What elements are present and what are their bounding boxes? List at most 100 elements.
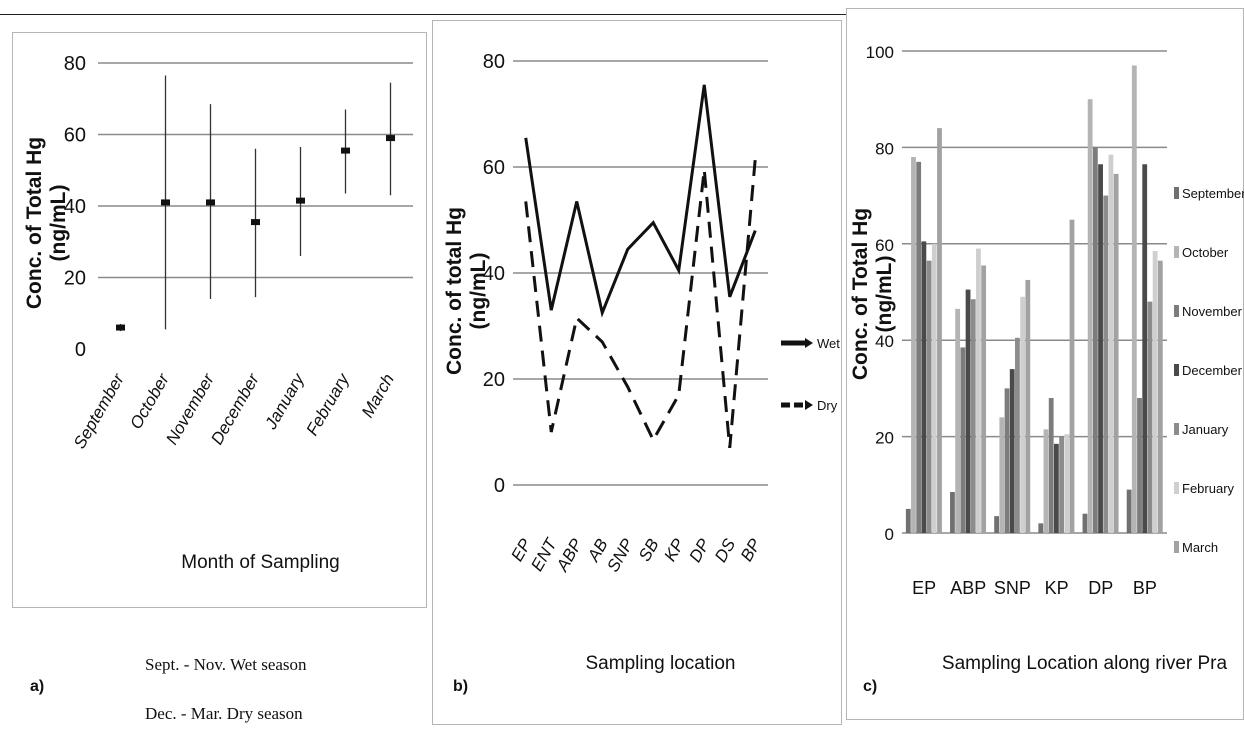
bar-january [970,299,976,533]
bar-march [1025,279,1031,533]
y-tick-label: 0 [494,475,505,497]
bar-december [965,289,971,533]
y-tick-label: 100 [866,43,894,62]
series-line-dry [524,158,757,449]
y-tick-label: 80 [875,139,894,158]
legend-arrow [805,338,813,348]
panel-c: 0 20 40 60 80 100 EP ABP SNP KP DP BP September Octob… [846,8,1244,720]
x-category-label: September [70,369,129,452]
x-category-label: SNP [994,578,1031,598]
bar-november [1048,398,1054,533]
x-axis-title: Sampling Location along river Pra [942,653,1228,674]
season-dry-note: Dec. - Mar. Dry season [145,704,303,723]
x-axis-title: Month of Sampling [181,552,339,573]
chart-a-svg: 020406080SeptemberOctoberNovemberDecembe… [23,53,413,573]
x-category-label: DP [1088,578,1113,598]
data-point [206,199,215,206]
x-category-label: February [302,369,353,439]
y-axis-title-line1: Conc. of total Hg [443,207,466,375]
legend-swatch [1174,246,1179,258]
y-axis-title: Conc. of Total Hg (ng/mL) [849,208,896,380]
data-point [251,219,260,226]
y-tick-label: 40 [483,263,505,285]
x-axis-title: Sampling location [586,653,736,674]
x-category-label: ABP [950,578,986,598]
bar-october [955,308,961,533]
season-wet-note: Sept. - Nov. Wet season [145,655,307,674]
y-tick-label: 40 [64,196,86,218]
y-tick-label: 60 [64,125,86,147]
legend-label: Dry [817,398,838,413]
y-tick-label: 0 [885,525,894,544]
bar-january [1103,195,1109,533]
legend-swatch [1174,364,1179,376]
bar-september [1082,513,1088,533]
legend-label: November [1182,304,1243,319]
bar-january [1147,301,1153,533]
y-tick-label: 80 [483,51,505,73]
legend-arrow [805,400,813,410]
panel-b: 0 20 40 60 80 EP ENT ABP AB SNP SB KP DP DS BP Wet Dry Sa… [432,20,842,725]
bar-february [931,243,937,534]
y-tick-label: 60 [875,236,894,255]
y-tick-label: 20 [875,429,894,448]
x-category-label: ENT [527,534,561,574]
bar-march [981,265,987,533]
top-rule [0,0,1244,15]
legend-swatch [1174,482,1179,494]
y-axis-title-line2: (ng/mL) [467,253,490,330]
x-category-label: EP [912,578,936,598]
bar-december [1142,164,1148,533]
legend-label: October [1182,245,1229,260]
x-category-label: March [358,371,398,421]
chart-b-svg: 020406080EPENTABPABSNPSBKPDPDSBPWetDrySa… [443,51,840,674]
panel-c-label: c) [863,678,878,695]
y-tick-label: 0 [75,339,86,361]
bar-october [1043,429,1049,533]
y-axis-title-line1: Conc. of Total Hg [23,137,46,309]
data-point [296,197,305,204]
bar-november [1092,147,1098,533]
bar-january [926,260,932,533]
bar-september [1038,523,1044,533]
bar-march [1069,219,1075,533]
bar-february [1108,154,1114,533]
legend-swatch [1174,187,1179,199]
bar-october [999,417,1005,533]
y-axis-title-line1: Conc. of Total Hg [849,208,872,380]
bar-december [1053,443,1059,533]
legend-label: December [1182,363,1243,378]
x-category-label: KP [1045,578,1069,598]
chart-c-svg: 0 20 40 60 80 100 EP ABP SNP KP DP BP September Octob… [849,43,1244,674]
y-tick-label: 20 [64,268,86,290]
bar-october [911,157,916,534]
bar-september [950,492,955,533]
y-axis-title: Conc. of total Hg (ng/mL) [443,207,490,375]
data-point [116,324,125,331]
bar-january [1015,337,1020,533]
bar-january [1059,436,1064,533]
x-category-label: ABP [552,535,586,575]
bar-october [1131,65,1137,534]
bar-december [1098,164,1103,533]
x-category-label: SB [635,536,663,565]
data-point [386,135,395,142]
legend-label: Wet [817,336,840,351]
bar-october [1087,99,1093,533]
legend-swatch [1174,305,1179,317]
y-tick-label: 60 [483,157,505,179]
bar-september [905,508,911,533]
bar-february [1152,251,1158,533]
x-category-label: KP [660,535,688,565]
legend-swatch [1174,541,1179,553]
bar-september [994,516,1000,533]
panel-a-label: a) [30,678,45,695]
panel-b-label: b) [453,678,469,695]
y-axis-title-line2: (ng/mL) [47,185,70,262]
y-tick-label: 40 [875,332,894,351]
bar-february [1064,434,1070,533]
bar-november [916,161,922,534]
bar-november [960,347,966,533]
x-category-label: DS [711,535,740,566]
bar-december [1009,369,1015,533]
